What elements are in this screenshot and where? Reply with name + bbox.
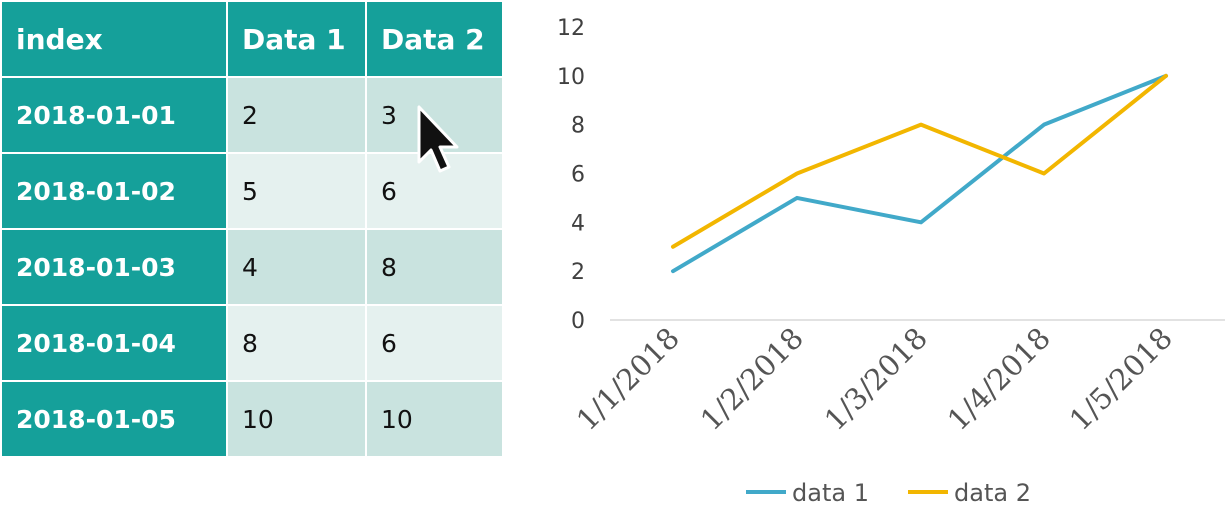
series-line-1 xyxy=(671,73,1168,274)
y-tick-label: 6 xyxy=(571,163,585,188)
row-index-cell: 2018-01-01 xyxy=(0,76,228,154)
legend: data 1 data 2 xyxy=(746,479,1031,507)
row-index-cell: 2018-01-03 xyxy=(0,228,228,306)
header-data-2: Data 2 xyxy=(365,0,504,78)
y-tick-label: 8 xyxy=(571,114,585,139)
data-2-cell[interactable]: 6 xyxy=(365,304,504,382)
row-index-cell: 2018-01-05 xyxy=(0,380,228,458)
x-axis: 1/1/2018 1/2/2018 1/3/2018 1/4/2018 1/5/2018 xyxy=(570,321,1179,437)
data-table: index Data 1 Data 2 2018-01-01 2 3 2018-… xyxy=(0,0,504,458)
table-row: 2018-01-05 10 10 xyxy=(0,380,504,458)
data-1-cell[interactable]: 8 xyxy=(226,304,367,382)
x-tick-label: 1/3/2018 xyxy=(818,321,934,437)
table-header-row: index Data 1 Data 2 xyxy=(0,0,504,78)
y-tick-label: 2 xyxy=(571,260,585,285)
y-tick-label: 4 xyxy=(571,211,585,236)
y-tick-label: 0 xyxy=(571,309,585,334)
table-row: 2018-01-03 4 8 xyxy=(0,228,504,306)
table-row: 2018-01-02 5 6 xyxy=(0,152,504,230)
x-tick-label: 1/4/2018 xyxy=(941,321,1057,437)
data-2-cell[interactable]: 8 xyxy=(365,228,504,306)
x-tick-label: 1/2/2018 xyxy=(694,321,810,437)
data-2-cell[interactable]: 10 xyxy=(365,380,504,458)
y-tick-label: 12 xyxy=(557,16,585,41)
legend-label: data 1 xyxy=(792,479,869,507)
arrow-cursor-icon xyxy=(417,105,459,173)
y-axis: 0 2 4 6 8 10 12 xyxy=(557,16,585,334)
row-index-cell: 2018-01-02 xyxy=(0,152,228,230)
data-2-cell[interactable]: 6 xyxy=(365,152,504,230)
series-lines xyxy=(671,73,1168,274)
row-index-cell: 2018-01-04 xyxy=(0,304,228,382)
header-data-1: Data 1 xyxy=(226,0,367,78)
x-tick-label: 1/5/2018 xyxy=(1063,321,1179,437)
table-row: 2018-01-01 2 3 xyxy=(0,76,504,154)
data-2-cell[interactable]: 3 xyxy=(365,76,504,154)
x-tick-label: 1/1/2018 xyxy=(570,321,686,437)
line-chart: 0 2 4 6 8 10 12 1/1/2018 1/2/2018 1/3/2018 1/4/20… xyxy=(557,16,1225,507)
data-1-cell[interactable]: 2 xyxy=(226,76,367,154)
data-1-cell[interactable]: 5 xyxy=(226,152,367,230)
legend-label: data 2 xyxy=(954,479,1031,507)
y-tick-label: 10 xyxy=(557,65,585,90)
data-table-container: index Data 1 Data 2 2018-01-01 2 3 2018-… xyxy=(0,0,504,472)
header-index: index xyxy=(0,0,228,78)
data-1-cell[interactable]: 4 xyxy=(226,228,367,306)
data-1-cell[interactable]: 10 xyxy=(226,380,367,458)
table-row: 2018-01-04 8 6 xyxy=(0,304,504,382)
